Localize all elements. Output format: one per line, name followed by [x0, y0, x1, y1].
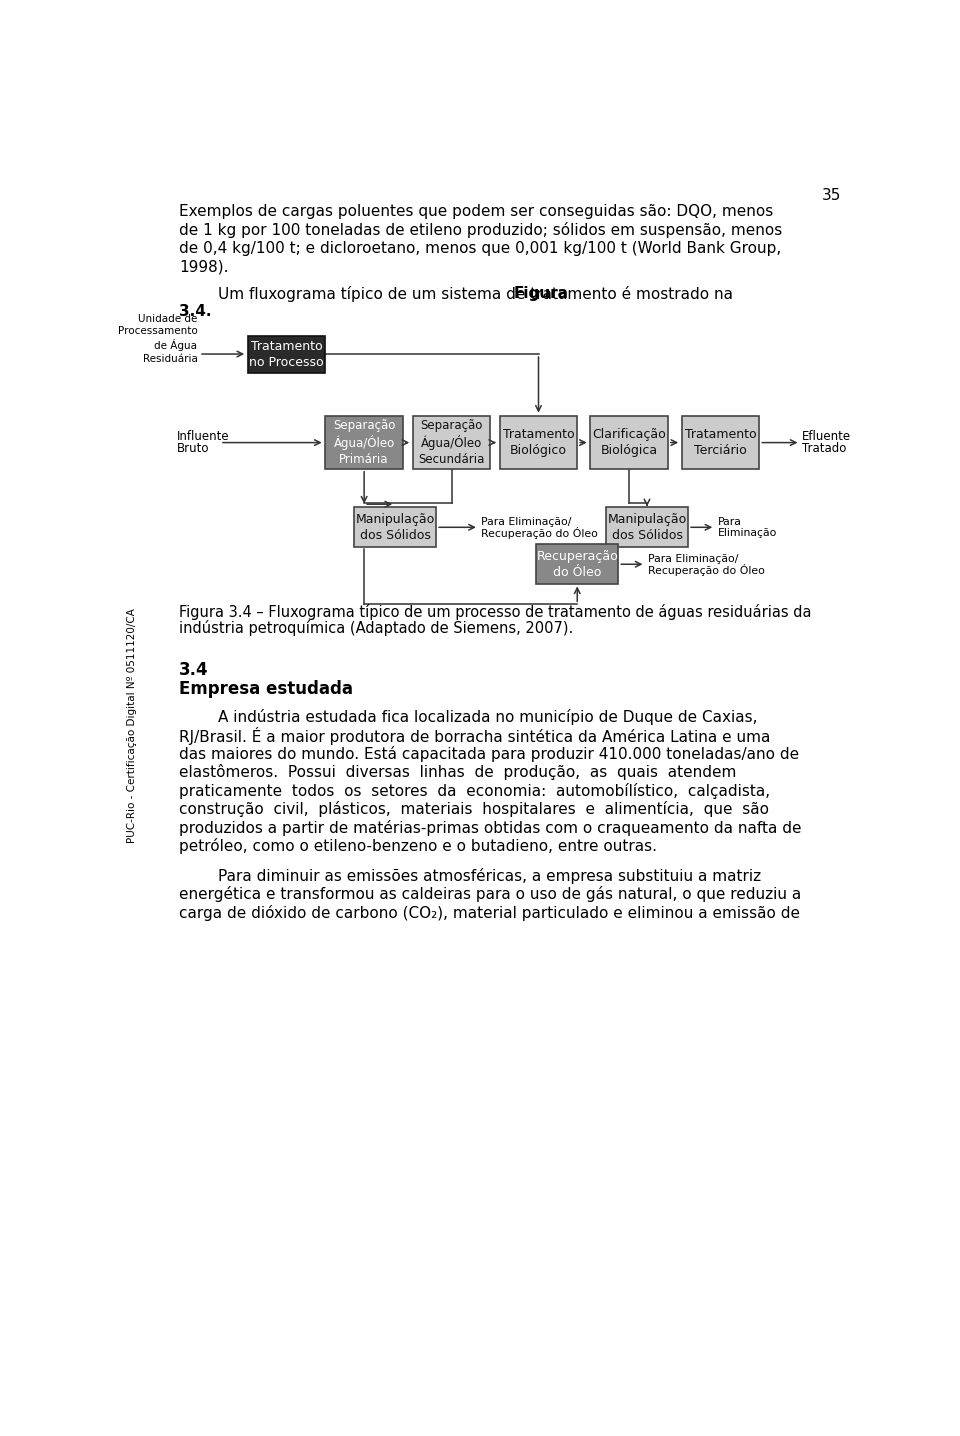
FancyBboxPatch shape	[354, 507, 436, 547]
Text: Separação
Água/Óleo
Secundária: Separação Água/Óleo Secundária	[419, 419, 485, 467]
FancyBboxPatch shape	[590, 416, 668, 468]
Text: construção  civil,  plásticos,  materiais  hospitalares  e  alimentícia,  que  s: construção civil, plásticos, materiais h…	[179, 801, 769, 817]
Text: 3.4: 3.4	[179, 661, 208, 679]
Text: Tratamento
Terciário: Tratamento Terciário	[684, 428, 756, 457]
Text: produzidos a partir de matérias-primas obtidas com o craqueamento da nafta de: produzidos a partir de matérias-primas o…	[179, 820, 802, 836]
Text: energética e transformou as caldeiras para o uso de gás natural, o que reduziu a: energética e transformou as caldeiras pa…	[179, 886, 802, 902]
Text: 35: 35	[822, 188, 841, 204]
Text: Figura: Figura	[514, 286, 568, 300]
Text: Tratamento
Biológico: Tratamento Biológico	[503, 428, 574, 457]
Text: 1998).: 1998).	[179, 260, 228, 274]
Text: elastômeros.  Possui  diversas  linhas  de  produção,  as  quais  atendem: elastômeros. Possui diversas linhas de p…	[179, 764, 736, 780]
FancyBboxPatch shape	[537, 544, 618, 584]
FancyBboxPatch shape	[325, 416, 403, 468]
Text: Recuperação do Óleo: Recuperação do Óleo	[648, 564, 765, 576]
FancyBboxPatch shape	[500, 416, 577, 468]
Text: Para: Para	[717, 517, 741, 527]
Text: 3.4.: 3.4.	[179, 304, 211, 319]
Text: Empresa estudada: Empresa estudada	[179, 679, 353, 698]
Text: Separação
Água/Óleo
Primária: Separação Água/Óleo Primária	[333, 419, 396, 467]
Text: Manipulação
dos Sólidos: Manipulação dos Sólidos	[355, 513, 435, 541]
Text: PUC-Rio - Certificação Digital Nº 0511120/CA: PUC-Rio - Certificação Digital Nº 051112…	[127, 607, 136, 843]
Text: Eliminação: Eliminação	[717, 527, 777, 537]
Text: das maiores do mundo. Está capacitada para produzir 410.000 toneladas/ano de: das maiores do mundo. Está capacitada pa…	[179, 745, 799, 763]
Text: Tratamento
no Processo: Tratamento no Processo	[250, 339, 324, 369]
Text: carga de dióxido de carbono (CO₂), material particulado e eliminou a emissão de: carga de dióxido de carbono (CO₂), mater…	[179, 905, 800, 920]
FancyBboxPatch shape	[248, 336, 325, 372]
Text: A indústria estudada fica localizada no município de Duque de Caxias,: A indústria estudada fica localizada no …	[179, 709, 757, 725]
Text: Exemplos de cargas poluentes que podem ser conseguidas são: DQO, menos: Exemplos de cargas poluentes que podem s…	[179, 204, 773, 218]
Text: Para Eliminação/: Para Eliminação/	[648, 554, 738, 564]
Text: Recuperação
do Óleo: Recuperação do Óleo	[537, 550, 618, 579]
Text: de 0,4 kg/100 t; e dicloroetano, menos que 0,001 kg/100 t (World Bank Group,: de 0,4 kg/100 t; e dicloroetano, menos q…	[179, 241, 781, 256]
Text: Recuperação do Óleo: Recuperação do Óleo	[481, 527, 598, 538]
Text: Efluente: Efluente	[802, 429, 852, 442]
Text: Manipulação
dos Sólidos: Manipulação dos Sólidos	[608, 513, 686, 541]
Text: Para diminuir as emissões atmosféricas, a empresa substituiu a matriz: Para diminuir as emissões atmosféricas, …	[179, 867, 761, 883]
Text: petróleo, como o etileno-benzeno e o butadieno, entre outras.: petróleo, como o etileno-benzeno e o but…	[179, 839, 657, 854]
FancyBboxPatch shape	[606, 507, 688, 547]
Text: Tratado: Tratado	[802, 442, 847, 455]
Text: Bruto: Bruto	[178, 442, 210, 455]
Text: de 1 kg por 100 toneladas de etileno produzido; sólidos em suspensão, menos: de 1 kg por 100 toneladas de etileno pro…	[179, 223, 782, 238]
Text: Clarificação
Biológica: Clarificação Biológica	[592, 428, 666, 457]
FancyBboxPatch shape	[682, 416, 759, 468]
Text: praticamente  todos  os  setores  da  economia:  automobílístico,  calçadista,: praticamente todos os setores da economi…	[179, 783, 770, 798]
FancyBboxPatch shape	[413, 416, 491, 468]
Text: Influente: Influente	[178, 429, 230, 442]
Text: Unidade de
Processamento
de Água
Residuária: Unidade de Processamento de Água Residuá…	[118, 313, 198, 363]
Text: Para Eliminação/: Para Eliminação/	[481, 517, 571, 527]
Text: Figura 3.4 – Fluxograma típico de um processo de tratamento de águas residuárias: Figura 3.4 – Fluxograma típico de um pro…	[179, 603, 811, 619]
Text: Um fluxograma típico de um sistema de tratamento é mostrado na: Um fluxograma típico de um sistema de tr…	[179, 286, 738, 302]
Text: RJ/Brasil. É a maior produtora de borracha sintética da América Latina e uma: RJ/Brasil. É a maior produtora de borrac…	[179, 728, 770, 745]
Text: indústria petroquímica (Adaptado de Siemens, 2007).: indústria petroquímica (Adaptado de Siem…	[179, 620, 573, 636]
